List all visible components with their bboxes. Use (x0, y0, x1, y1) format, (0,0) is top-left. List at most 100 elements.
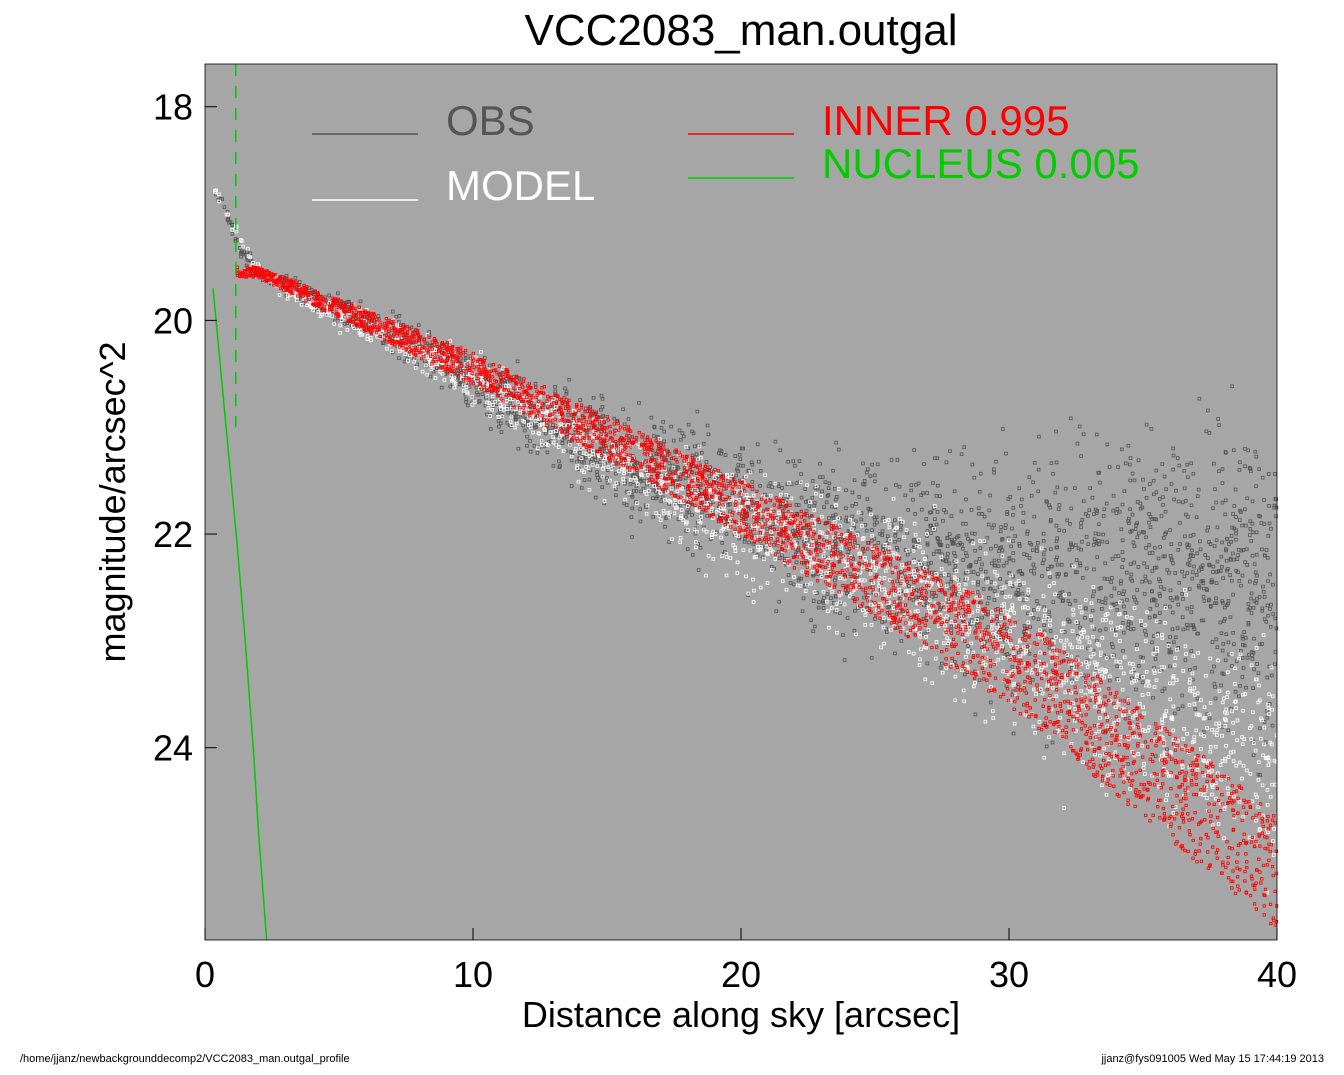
obs-point (925, 491, 929, 495)
obs-point (1095, 555, 1100, 559)
obs-point (834, 594, 838, 598)
obs-point (1200, 563, 1205, 568)
obs-point (1105, 577, 1110, 582)
obs-point (1266, 613, 1270, 618)
obs-point (1260, 642, 1264, 646)
obs-point (1231, 512, 1235, 516)
obs-point (853, 540, 857, 545)
obs-point (945, 536, 950, 540)
obs-point (1092, 627, 1097, 631)
obs-point (1079, 525, 1083, 529)
obs-point (822, 596, 826, 600)
obs-point (1150, 640, 1154, 645)
obs-point (1248, 527, 1253, 531)
obs-point (1249, 611, 1254, 615)
obs-point (809, 618, 814, 622)
obs-point (804, 509, 809, 513)
obs-point (1085, 514, 1090, 518)
obs-point (959, 509, 964, 514)
obs-point (239, 254, 243, 259)
obs-point (1049, 461, 1054, 466)
obs-point (1270, 673, 1274, 678)
obs-point (1218, 620, 1223, 625)
obs-point (1107, 465, 1112, 469)
obs-point (921, 616, 926, 621)
obs-point (482, 356, 487, 360)
obs-point (1274, 514, 1278, 519)
obs-point (1194, 573, 1199, 577)
obs-point (944, 460, 949, 465)
obs-point (971, 570, 976, 574)
obs-point (1206, 556, 1210, 560)
obs-point (895, 548, 900, 552)
obs-point (1250, 653, 1254, 657)
obs-point (796, 578, 801, 583)
obs-point (976, 506, 981, 510)
obs-point (989, 700, 993, 705)
obs-point (1192, 564, 1196, 569)
obs-point (1205, 712, 1210, 716)
obs-point (938, 665, 943, 670)
obs-point (1130, 512, 1135, 517)
obs-point (1014, 592, 1019, 597)
obs-point (986, 522, 991, 527)
obs-point (873, 617, 877, 621)
obs-point (1113, 628, 1118, 633)
obs-point (805, 538, 810, 542)
obs-point (1032, 571, 1036, 576)
obs-point (1258, 773, 1262, 777)
obs-point (1177, 463, 1182, 468)
obs-point (1119, 581, 1123, 586)
obs-point (605, 476, 609, 480)
obs-point (987, 508, 992, 513)
obs-point (528, 449, 533, 454)
obs-point (934, 594, 938, 598)
obs-point (1128, 456, 1133, 460)
obs-point (1070, 678, 1074, 683)
obs-point (872, 536, 877, 541)
obs-point (793, 463, 797, 468)
obs-point (724, 532, 729, 536)
obs-point (1134, 687, 1138, 692)
obs-point (1170, 598, 1175, 603)
obs-point (771, 522, 775, 527)
obs-point (1242, 630, 1246, 634)
obs-point (1201, 618, 1206, 623)
obs-point (621, 407, 625, 412)
obs-point (605, 480, 610, 485)
obs-point (846, 519, 850, 524)
obs-point (1055, 545, 1059, 550)
obs-point (1143, 629, 1147, 633)
obs-point (579, 459, 584, 464)
obs-point (944, 559, 948, 563)
obs-point (1248, 533, 1252, 537)
obs-point (677, 428, 682, 433)
obs-point (1195, 696, 1200, 701)
obs-point (931, 552, 936, 556)
obs-point (983, 569, 988, 574)
obs-point (1021, 520, 1025, 524)
obs-point (662, 429, 667, 434)
obs-point (1017, 544, 1022, 548)
obs-point (1099, 607, 1104, 611)
obs-point (1185, 462, 1189, 467)
obs-point (630, 535, 634, 539)
obs-point (1173, 635, 1178, 640)
obs-point (671, 438, 676, 443)
obs-point (1161, 554, 1166, 559)
obs-point (1111, 493, 1116, 498)
obs-point (701, 442, 706, 446)
obs-point (1101, 532, 1105, 537)
obs-point (707, 474, 712, 479)
obs-point (1067, 592, 1071, 596)
obs-point (1077, 424, 1082, 429)
obs-point (1185, 626, 1190, 631)
obs-point (705, 423, 710, 428)
obs-point (1193, 665, 1197, 670)
obs-point (922, 462, 926, 466)
obs-point (1274, 505, 1279, 510)
obs-point (1031, 616, 1036, 620)
obs-point (1119, 579, 1123, 583)
obs-point (1244, 523, 1248, 528)
obs-point (1054, 429, 1058, 434)
